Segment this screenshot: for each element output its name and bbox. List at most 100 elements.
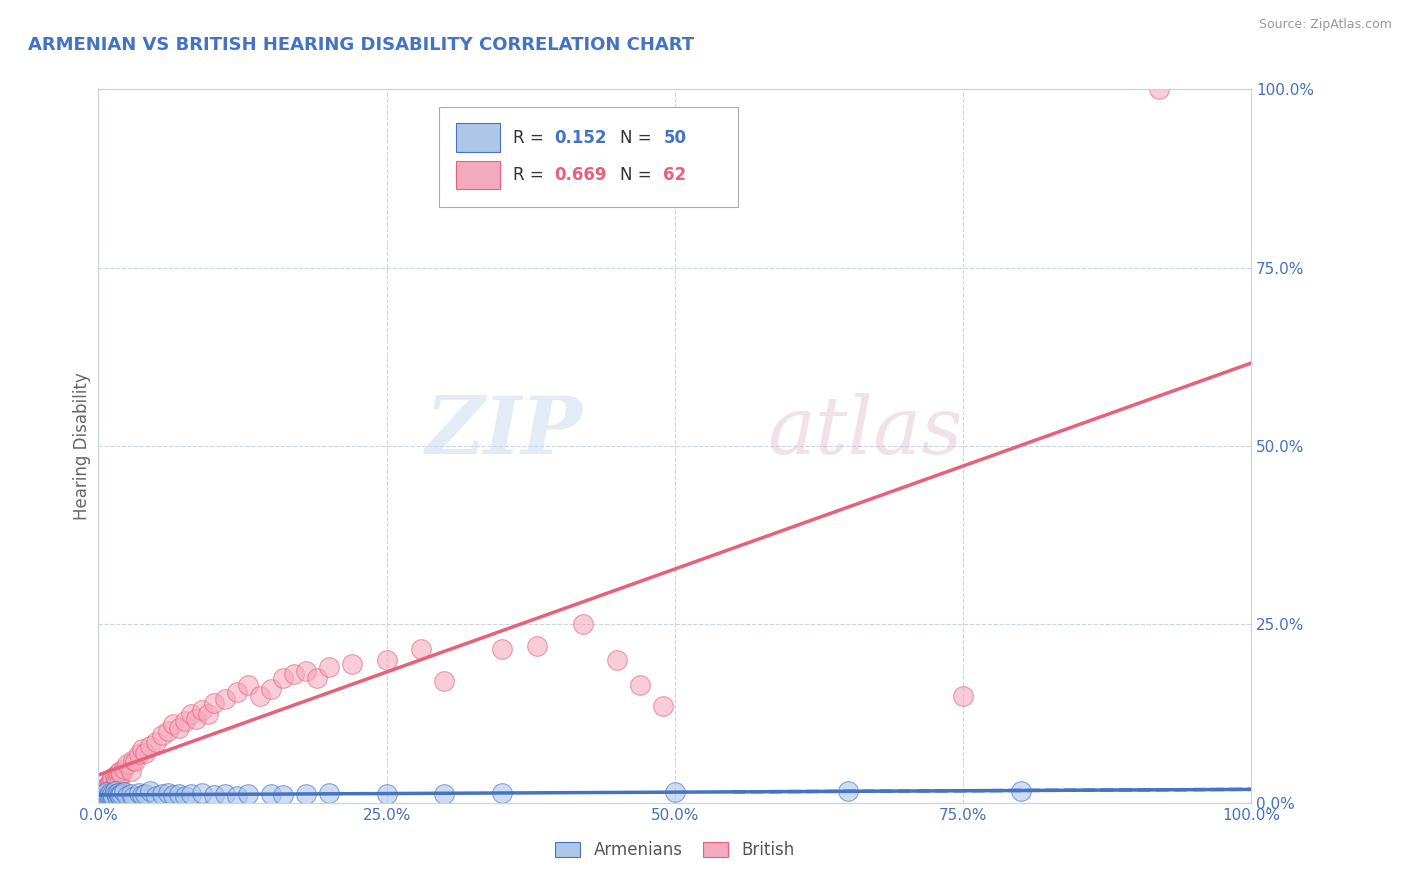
Text: atlas: atlas <box>768 393 963 470</box>
Point <box>105 789 128 803</box>
Point <box>96 780 118 794</box>
Text: 0.152: 0.152 <box>554 128 606 146</box>
Point <box>1010 783 1032 797</box>
Point <box>97 789 120 804</box>
Point <box>110 789 132 804</box>
Point <box>108 788 131 802</box>
Point <box>96 785 118 799</box>
Point <box>139 784 162 798</box>
Point <box>225 789 247 803</box>
Point <box>652 699 675 714</box>
Point <box>128 747 150 762</box>
Legend: Armenians, British: Armenians, British <box>548 835 801 866</box>
Point <box>97 778 120 792</box>
Point <box>197 706 219 721</box>
FancyBboxPatch shape <box>456 123 499 152</box>
Text: R =: R = <box>513 166 550 184</box>
Text: Source: ZipAtlas.com: Source: ZipAtlas.com <box>1258 18 1392 31</box>
Point <box>1147 82 1170 96</box>
FancyBboxPatch shape <box>456 161 499 189</box>
Point <box>295 664 318 678</box>
Point <box>156 724 179 739</box>
Point <box>260 681 283 696</box>
Point <box>271 788 294 802</box>
Point <box>101 771 124 785</box>
Point <box>433 787 456 801</box>
Point <box>134 746 156 760</box>
Point <box>186 712 208 726</box>
Point <box>283 667 305 681</box>
Point <box>214 692 236 706</box>
Point <box>131 742 153 756</box>
Point <box>89 789 111 803</box>
Text: ZIP: ZIP <box>426 393 582 470</box>
Point <box>112 785 135 799</box>
Point <box>191 703 214 717</box>
Point <box>128 786 150 800</box>
Text: N =: N = <box>620 128 657 146</box>
Text: 62: 62 <box>664 166 686 184</box>
Point <box>100 776 122 790</box>
Point <box>112 762 135 776</box>
Point <box>837 784 859 798</box>
Point <box>98 774 121 789</box>
Point <box>104 772 127 787</box>
FancyBboxPatch shape <box>439 107 738 207</box>
Point <box>145 789 167 803</box>
Point <box>225 685 247 699</box>
Point <box>103 769 125 783</box>
Point <box>107 786 129 800</box>
Point <box>238 678 260 692</box>
Point <box>318 786 340 800</box>
Point <box>375 653 398 667</box>
Point <box>94 784 117 798</box>
Point <box>104 787 127 801</box>
Point <box>526 639 548 653</box>
Point <box>110 787 132 801</box>
Point <box>103 780 125 794</box>
Point <box>103 784 125 798</box>
Point <box>100 789 122 803</box>
Point <box>93 787 115 801</box>
Point <box>150 787 173 801</box>
Point <box>202 788 225 802</box>
Point <box>97 788 120 802</box>
Point <box>180 787 202 801</box>
Point <box>94 790 117 805</box>
Point <box>162 717 184 731</box>
Point <box>202 696 225 710</box>
Point <box>238 787 260 801</box>
Point <box>107 765 129 780</box>
Point <box>103 790 125 805</box>
Point <box>295 787 318 801</box>
Point <box>110 764 132 778</box>
Point <box>98 786 121 800</box>
Y-axis label: Hearing Disability: Hearing Disability <box>73 372 91 520</box>
Point <box>105 774 128 789</box>
Point <box>174 789 197 804</box>
Point <box>491 642 513 657</box>
Point <box>90 789 112 803</box>
Point <box>120 764 142 778</box>
Point <box>90 787 112 801</box>
Text: R =: R = <box>513 128 550 146</box>
Text: ARMENIAN VS BRITISH HEARING DISABILITY CORRELATION CHART: ARMENIAN VS BRITISH HEARING DISABILITY C… <box>28 36 695 54</box>
Point <box>124 755 146 769</box>
Point <box>174 714 197 728</box>
Point <box>260 787 283 801</box>
Point <box>90 785 112 799</box>
Point <box>214 787 236 801</box>
Point <box>139 739 162 753</box>
Point <box>318 660 340 674</box>
Point <box>571 617 593 632</box>
Point <box>156 786 179 800</box>
Point <box>117 789 139 803</box>
Point <box>91 783 114 797</box>
Point <box>131 788 153 802</box>
Point <box>375 787 398 801</box>
Point <box>491 786 513 800</box>
Point <box>191 786 214 800</box>
Point <box>110 767 132 781</box>
Point <box>664 785 686 799</box>
Point <box>120 787 142 801</box>
